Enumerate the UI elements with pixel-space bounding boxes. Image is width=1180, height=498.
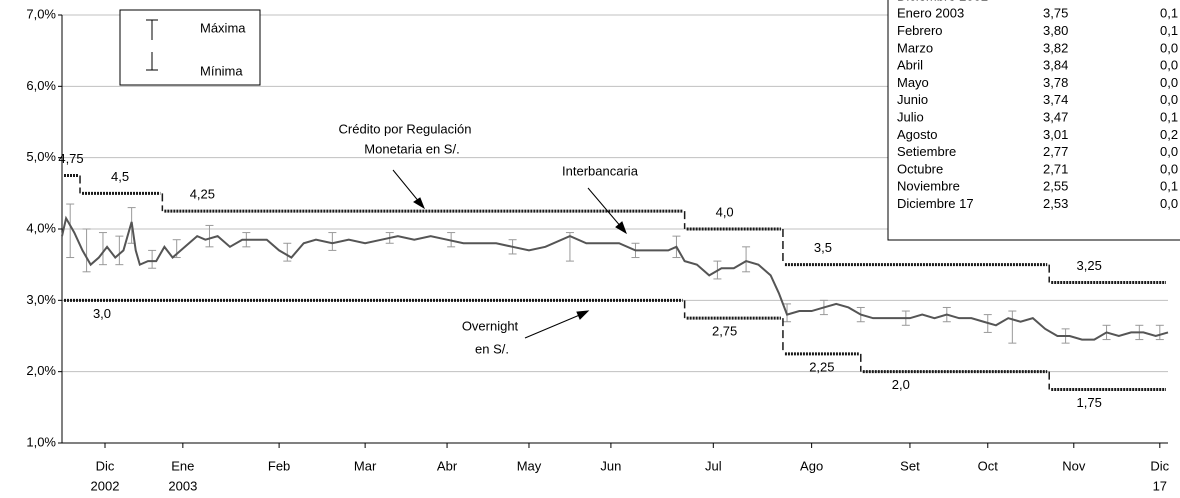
y-tick-label: 6,0% — [26, 78, 56, 93]
table-cell: 3,80 — [1043, 23, 1068, 38]
x-tick-label: Ago — [800, 458, 823, 473]
error-bar — [82, 228, 91, 273]
table-cell: Febrero — [897, 23, 943, 38]
rate-label: 2,75 — [712, 324, 737, 339]
annotation: Interbancaria — [562, 163, 639, 178]
table-cell: 0,1 — [1160, 110, 1178, 125]
x-tick-label: Feb — [268, 458, 290, 473]
x-tick-label: May — [517, 458, 542, 473]
table-cell: Mayo — [897, 75, 929, 90]
table-box — [887, 0, 1180, 241]
error-bar — [115, 235, 124, 266]
table-cell: 3,75 — [1043, 6, 1068, 21]
interbank-line — [61, 215, 1169, 341]
error-bar — [98, 232, 107, 266]
table-cell: 2,55 — [1043, 179, 1068, 194]
table-cell: 0,0 — [1160, 40, 1178, 55]
table-cell: Diciembre 2002 — [897, 0, 988, 3]
table-cell: 0,1 — [1160, 6, 1178, 21]
error-bar — [1155, 324, 1164, 341]
x-tick-label: Dic — [96, 458, 115, 473]
table-cell: 0,0 — [1160, 75, 1178, 90]
y-tick-label: 7,0% — [26, 6, 56, 21]
rate-label: 2,0 — [892, 377, 910, 392]
x-tick-label: Dic — [1150, 458, 1169, 473]
legend-symbol — [146, 19, 158, 71]
table-cell: 0,1 — [1160, 179, 1178, 194]
y-tick-label: 3,0% — [26, 292, 56, 307]
table-cell: 3,01 — [1043, 127, 1068, 142]
x-tick-year: 2003 — [168, 478, 197, 493]
x-tick-label: Ene — [171, 458, 194, 473]
x-tick-label: Nov — [1062, 458, 1086, 473]
table-cell: Noviembre — [897, 179, 960, 194]
table-cell: 3,82 — [1043, 40, 1068, 55]
annotation: en S/. — [475, 341, 509, 356]
error-bar — [565, 232, 574, 262]
table-cell: 3,84 — [1043, 58, 1068, 73]
error-bar — [328, 232, 337, 251]
y-tick-label: 1,0% — [26, 434, 56, 449]
table-cell: 3,78 — [1043, 75, 1068, 90]
table-cell: Junio — [897, 92, 928, 107]
table-cell: 3,47 — [1043, 110, 1068, 125]
table-cell: 0,0 — [1160, 92, 1178, 107]
rate-label: 3,5 — [814, 240, 832, 255]
table-cell: 0,1 — [1160, 23, 1178, 38]
y-tick-label: 2,0% — [26, 363, 56, 378]
x-tick-label: Jun — [600, 458, 621, 473]
table-cell: Agosto — [897, 127, 937, 142]
annotation: Overnight — [462, 318, 519, 333]
error-bar — [742, 246, 751, 273]
y-tick-label: 5,0% — [26, 149, 56, 164]
table-cell: 0,0 — [1160, 161, 1178, 176]
annotation: Monetaria en S/. — [364, 141, 459, 156]
error-bar — [66, 203, 75, 259]
table-cell: Octubre — [897, 161, 943, 176]
legend-label: Mínima — [200, 63, 243, 78]
annotation: Crédito por Regulación — [339, 121, 472, 136]
rate-label: 4,5 — [111, 169, 129, 184]
legend-label: Máxima — [200, 20, 246, 35]
rate-label: 4,75 — [58, 151, 83, 166]
table-cell: 2,77 — [1043, 144, 1068, 159]
table-cell: Abril — [897, 58, 923, 73]
annotation-arrow — [392, 169, 627, 339]
x-tick-label: Oct — [978, 458, 999, 473]
x-tick-year: 2002 — [91, 478, 120, 493]
error-bar — [148, 249, 157, 269]
table-cell: 3,74 — [1043, 92, 1068, 107]
x-tick-label: Abr — [437, 458, 458, 473]
rate-label: 1,75 — [1077, 395, 1102, 410]
rate-label: 3,0 — [93, 306, 111, 321]
rate-label: 4,0 — [716, 204, 734, 219]
x-tick-label: Jul — [705, 458, 722, 473]
table-cell: Setiembre — [897, 144, 956, 159]
rate-label: 3,25 — [1077, 258, 1102, 273]
table-cell: Julio — [897, 110, 924, 125]
table-cell: 2,71 — [1043, 161, 1068, 176]
error-bar — [205, 224, 214, 248]
x-tick-label: Set — [900, 458, 920, 473]
table-cell: 0,0 — [1160, 196, 1178, 211]
legend-box — [119, 9, 261, 86]
table-cell: Diciembre 17 — [897, 196, 974, 211]
table-cell: Enero 2003 — [897, 6, 964, 21]
table-cell: Marzo — [897, 40, 933, 55]
error-bar — [283, 242, 292, 262]
error-bar — [1008, 310, 1017, 344]
rate-label: 2,25 — [809, 359, 834, 374]
table-cell: 0,0 — [1160, 144, 1178, 159]
x-tick-label: Mar — [354, 458, 377, 473]
rate-label: 4,25 — [190, 187, 215, 202]
y-tick-label: 4,0% — [26, 220, 56, 235]
table-cell: 0,0 — [1160, 58, 1178, 73]
x-tick-year: 17 — [1153, 478, 1167, 493]
table-cell: 0,2 — [1160, 127, 1178, 142]
table-cell: 2,53 — [1043, 196, 1068, 211]
